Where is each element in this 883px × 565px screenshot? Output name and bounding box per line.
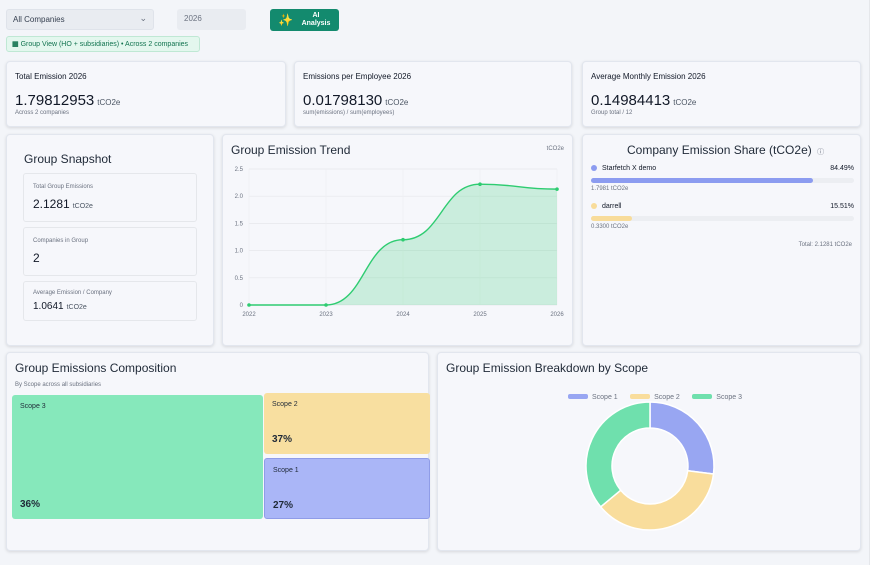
kpi-subtitle: sum(emissions) / sum(employees) <box>303 110 395 116</box>
x-tick-label: 2026 <box>550 312 564 318</box>
share-title: Company Emission Share (tCO2e) ⓘ <box>627 143 825 157</box>
share-total: Total: 2.1281 tCO2e <box>798 242 852 248</box>
building-icon: ▦ <box>12 41 19 48</box>
kpi-value: 0.14984413 tCO2e <box>591 92 697 109</box>
page-scrollbar[interactable] <box>869 0 883 565</box>
treemap-tile-scope-2[interactable]: Scope 2 37% <box>264 393 430 454</box>
treemap-tile-scope-3[interactable]: Scope 3 36% <box>12 395 263 519</box>
kpi-value: 1.79812953 tCO2e <box>15 92 121 109</box>
kpi-title: Emissions per Employee 2026 <box>303 72 412 81</box>
trend-unit-label: tCO2e <box>546 146 564 152</box>
legend-item[interactable]: Scope 3 <box>692 394 742 401</box>
tile-label: Scope 2 <box>272 401 298 408</box>
composition-subtitle: By Scope across all subsidiaries <box>15 382 102 388</box>
share-name: darrell <box>602 203 622 210</box>
series-dot-icon <box>591 203 597 209</box>
y-tick-label: 0.5 <box>235 276 244 282</box>
y-tick-label: 1.5 <box>235 221 244 227</box>
tile-label: Scope 3 <box>20 403 46 410</box>
scope-breakdown-card: Group Emission Breakdown by Scope Scope … <box>437 352 861 551</box>
snapshot-label: Total Group Emissions <box>33 184 94 190</box>
trend-point <box>401 237 405 242</box>
treemap-tile-scope-1[interactable]: Scope 1 27% <box>264 458 430 519</box>
company-select[interactable]: All Companies ⌄ <box>6 9 154 30</box>
tile-percent: 36% <box>20 499 41 510</box>
kpi-subtitle: Across 2 companies <box>15 110 70 116</box>
company-share-card: Company Emission Share (tCO2e) ⓘ Starfet… <box>582 134 861 346</box>
emission-trend-card: Group Emission Trend tCO2e 0 0.5 1.0 1.5 2.0… <box>222 134 573 346</box>
y-tick-label: 2.0 <box>235 194 244 200</box>
breakdown-legend: Scope 1 Scope 2 Scope 3 <box>568 386 750 404</box>
donut-slice <box>599 469 715 531</box>
share-bar <box>591 178 854 183</box>
kpi-value: 0.01798130 tCO2e <box>303 92 409 109</box>
trend-point <box>555 187 559 191</box>
chevron-down-icon: ⌄ <box>139 13 147 23</box>
snapshot-label: Companies in Group <box>33 238 89 244</box>
x-tick-label: 2022 <box>242 312 256 318</box>
donut-slice <box>585 401 651 508</box>
kpi-title: Average Monthly Emission 2026 <box>591 72 706 81</box>
company-select-value: All Companies <box>13 15 65 24</box>
kpi-card-total: Total Emission 2026 1.79812953 tCO2e Acro… <box>6 61 286 127</box>
year-input[interactable]: 2026 <box>177 9 246 30</box>
legend-item[interactable]: Scope 2 <box>630 394 680 401</box>
composition-title: Group Emissions Composition <box>15 361 177 375</box>
ai-analysis-label: AI Analysis <box>301 12 331 27</box>
group-snapshot-card: Group Snapshot Total Group Emissions 2.1… <box>6 134 214 346</box>
trend-point <box>247 303 251 307</box>
share-bar-fill <box>591 178 814 183</box>
kpi-subtitle: Group total / 12 <box>591 110 633 116</box>
trend-point <box>478 182 482 187</box>
share-value: 1.7981 tCO2e <box>591 186 629 192</box>
composition-card: Group Emissions Composition By Scope acr… <box>6 352 430 551</box>
group-view-badge: ▦ Group View (HO + subsidiaries) • Acros… <box>6 36 200 52</box>
breakdown-title: Group Emission Breakdown by Scope <box>446 361 649 375</box>
x-tick-label: 2025 <box>473 312 487 318</box>
scope-donut-chart <box>585 401 715 531</box>
tile-percent: 37% <box>272 434 293 445</box>
x-tick-label: 2024 <box>396 312 410 318</box>
share-percent: 84.49% <box>830 165 854 172</box>
info-icon[interactable]: ⓘ <box>817 149 825 156</box>
legend-item[interactable]: Scope 1 <box>568 394 618 401</box>
snapshot-item: Companies in Group 2 <box>23 227 197 276</box>
snapshot-label: Average Emission / Company <box>33 290 112 296</box>
kpi-card-monthly: Average Monthly Emission 2026 0.14984413… <box>582 61 861 127</box>
snapshot-value: 2.1281 tCO2e <box>33 197 93 211</box>
x-tick-label: 2023 <box>319 312 333 318</box>
trend-chart: 0 0.5 1.0 1.5 2.0 2.5 2022 2023 2024 2025 2026 <box>235 167 565 318</box>
snapshot-item: Total Group Emissions 2.1281 tCO2e <box>23 173 197 222</box>
sparkles-icon: ✨ <box>278 13 293 27</box>
tile-label: Scope 1 <box>273 467 299 474</box>
group-view-label: Group View (HO + subsidiaries) • Across … <box>20 41 189 48</box>
trend-point <box>324 303 328 307</box>
share-bar-fill <box>591 216 632 221</box>
donut-slice <box>649 401 715 475</box>
y-tick-label: 0 <box>240 303 244 309</box>
share-bar <box>591 216 854 221</box>
snapshot-value: 2 <box>33 251 40 265</box>
group-snapshot-title: Group Snapshot <box>24 152 112 166</box>
share-value: 0.3300 tCO2e <box>591 224 629 230</box>
y-tick-label: 2.5 <box>235 167 244 173</box>
ai-analysis-button[interactable]: ✨ AI Analysis <box>270 9 339 31</box>
share-name: Starfetch X demo <box>602 165 657 172</box>
series-dot-icon <box>591 165 597 171</box>
trend-area <box>249 184 557 305</box>
snapshot-value: 1.0641 tCO2e <box>33 301 87 312</box>
kpi-card-per-employee: Emissions per Employee 2026 0.01798130 tC… <box>294 61 572 127</box>
kpi-title: Total Emission 2026 <box>15 72 87 81</box>
snapshot-item: Average Emission / Company 1.0641 tCO2e <box>23 281 197 321</box>
share-percent: 15.51% <box>830 203 854 210</box>
trend-title: Group Emission Trend <box>231 143 351 157</box>
tile-percent: 27% <box>273 500 294 511</box>
y-tick-label: 1.0 <box>235 249 244 255</box>
